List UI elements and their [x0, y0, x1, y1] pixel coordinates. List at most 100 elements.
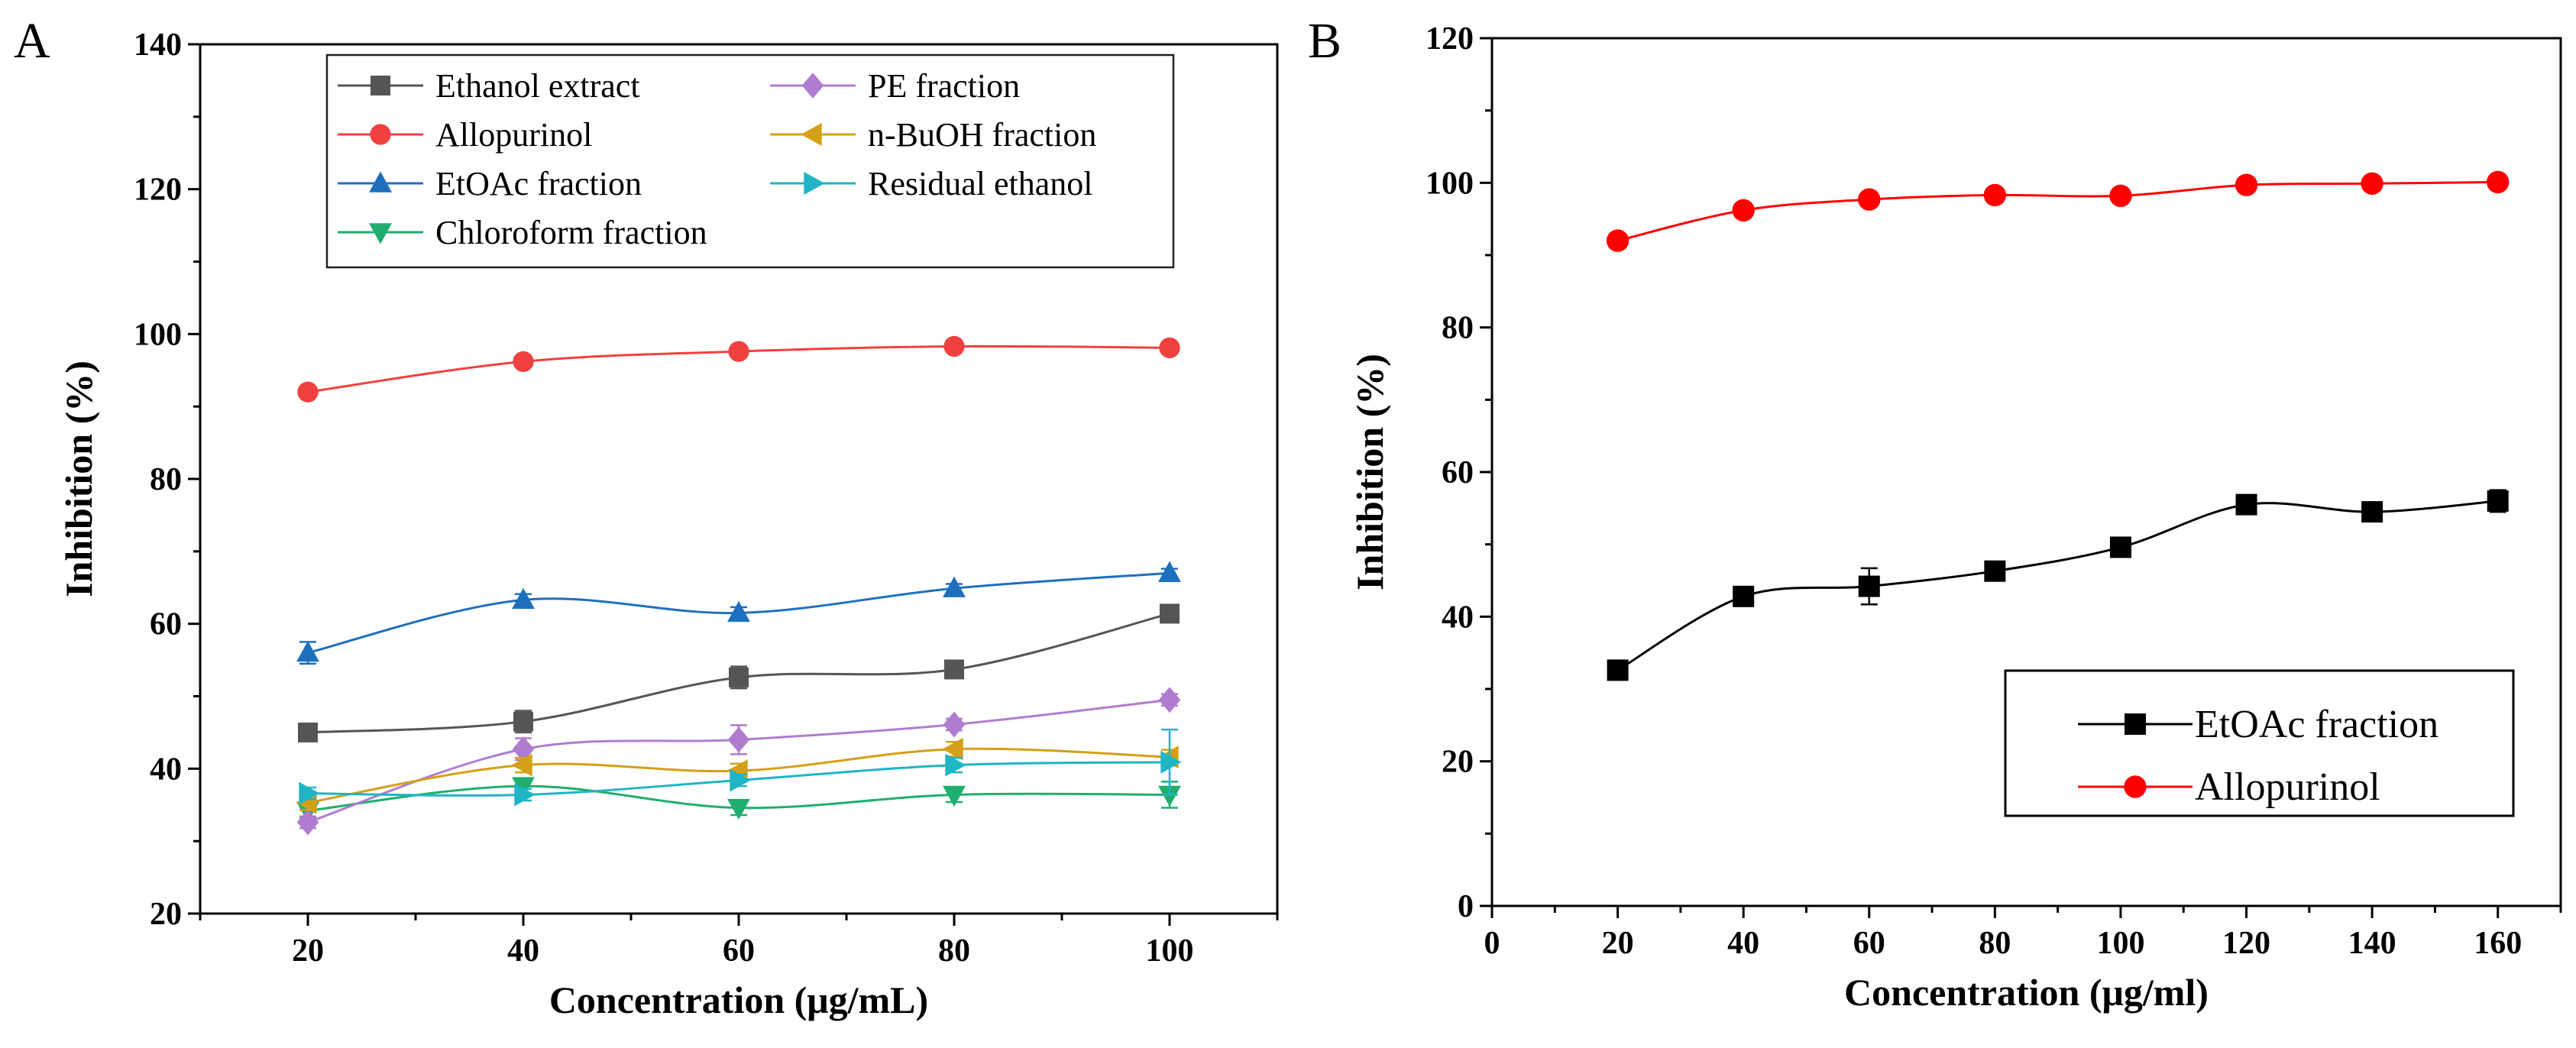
y-tick-label: 140 — [134, 27, 182, 63]
series-pe-fraction — [296, 687, 1181, 836]
data-point — [296, 641, 319, 662]
data-point — [298, 722, 318, 742]
legend-marker — [371, 76, 390, 95]
data-point — [1732, 199, 1755, 222]
data-point — [1733, 585, 1755, 607]
legend-marker — [801, 73, 824, 99]
x-tick-label: 40 — [1727, 926, 1759, 961]
panel-label-b: B — [1308, 13, 1341, 69]
data-point — [1158, 561, 1181, 582]
legend-item: EtOAc fraction — [2078, 703, 2438, 746]
x-tick-label: 100 — [2096, 926, 2144, 961]
data-point — [296, 809, 319, 836]
data-point — [2487, 170, 2510, 194]
y-tick-label: 60 — [150, 607, 182, 642]
legend-marker — [2125, 713, 2146, 735]
data-point — [1858, 575, 1880, 597]
x-tick-label: 20 — [292, 933, 324, 969]
legend-marker — [369, 223, 392, 244]
legend-item: n-BuOH fraction — [770, 116, 1096, 154]
data-point — [1983, 183, 2007, 207]
y-tick-label: 100 — [1426, 166, 1474, 201]
data-point — [2487, 490, 2509, 512]
legend-marker — [370, 124, 391, 145]
data-point — [729, 667, 749, 687]
data-point — [512, 736, 535, 762]
legend-marker — [2124, 775, 2147, 798]
legend-label: Chloroform fraction — [435, 214, 707, 251]
legend-label: Allopurinol — [2195, 765, 2380, 809]
series-chloroform-fraction — [296, 777, 1181, 823]
series-ethanol-extract — [298, 603, 1180, 742]
y-tick-label: 20 — [1442, 745, 1474, 780]
data-point — [944, 659, 964, 680]
data-point — [727, 798, 750, 820]
data-point — [513, 351, 534, 373]
legend-marker — [801, 123, 822, 146]
legend-label: Ethanol extract — [435, 67, 640, 105]
x-tick-label: 60 — [1853, 926, 1885, 961]
y-tick-label: 120 — [1426, 21, 1474, 57]
series-etoac-fraction — [296, 561, 1181, 665]
data-point — [2109, 184, 2132, 208]
data-point — [942, 737, 963, 761]
data-point — [1858, 188, 1881, 211]
data-point — [1606, 229, 1629, 252]
chart-panel-a: 20 40 60 80 100 20 40 60 80 100 120 140 Concentratio… — [57, 27, 1279, 1021]
data-point — [1984, 560, 2006, 582]
data-point — [727, 726, 750, 753]
y-tick-label: 80 — [150, 462, 182, 497]
series-residual-ethanol — [299, 728, 1182, 807]
data-point — [297, 381, 319, 403]
data-point — [943, 785, 966, 807]
data-point — [1158, 687, 1181, 713]
legend-item: EtOAc fraction — [338, 165, 642, 202]
data-point — [1160, 603, 1180, 624]
legend-box — [2004, 669, 2515, 817]
y-axis-title: Inhibition (%) — [1348, 354, 1391, 590]
x-tick-label: 160 — [2474, 926, 2522, 961]
legend-label: EtOAc fraction — [2195, 703, 2438, 746]
x-tick-label: 100 — [1146, 933, 1194, 969]
data-point — [728, 341, 749, 362]
series-etoac-fraction — [1607, 489, 2509, 681]
data-point — [512, 777, 535, 798]
series-line — [1616, 500, 2498, 671]
data-point — [511, 753, 532, 777]
x-axis-title: Concentration (μg/ml) — [1844, 971, 2209, 1014]
data-point — [2235, 493, 2257, 516]
x-axis-title: Concentration (μg/mL) — [549, 978, 928, 1021]
legend-item: Allopurinol — [338, 116, 592, 154]
y-tick-label: 40 — [150, 752, 182, 787]
x-tick-label: 140 — [2348, 926, 2396, 961]
x-tick-label: 0 — [1484, 926, 1500, 961]
y-tick-label: 40 — [1442, 600, 1474, 635]
data-point — [730, 768, 751, 792]
x-tick-label: 80 — [938, 933, 970, 969]
y-axis-title: Inhibition (%) — [57, 361, 100, 597]
legend-item: Ethanol extract — [338, 67, 640, 105]
y-tick-label: 120 — [134, 173, 182, 208]
data-point — [2109, 536, 2131, 558]
legend-box — [325, 53, 1175, 269]
legend-label: EtOAc fraction — [435, 165, 642, 202]
x-tick-label: 40 — [507, 933, 539, 969]
legend-label: PE fraction — [868, 67, 1020, 105]
data-point — [945, 753, 966, 777]
legend-item: PE fraction — [770, 67, 1020, 105]
x-tick-label: 20 — [1602, 926, 1634, 961]
data-point — [513, 711, 533, 732]
y-tick-label: 20 — [150, 897, 182, 932]
x-tick-label: 80 — [1979, 926, 2011, 961]
x-tick-label: 60 — [723, 933, 755, 969]
data-point — [2361, 172, 2383, 195]
data-point — [514, 783, 536, 807]
legend-item: Residual ethanol — [770, 165, 1093, 202]
data-point — [1159, 337, 1180, 359]
data-point — [1160, 750, 1182, 774]
legend-item: Chloroform fraction — [338, 214, 707, 251]
legend-label: Allopurinol — [435, 116, 592, 154]
panel-label-a: A — [14, 13, 50, 69]
legend-label: Residual ethanol — [868, 165, 1093, 202]
